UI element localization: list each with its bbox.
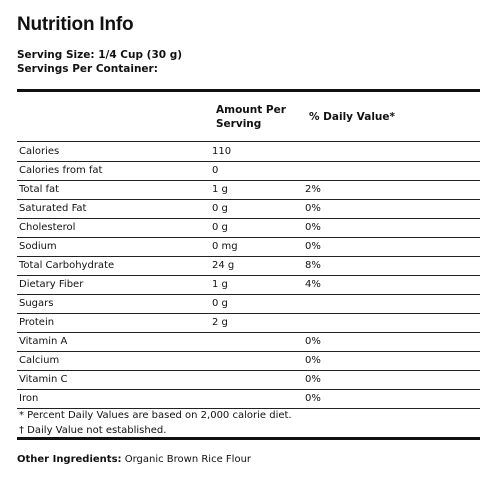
nutrient-name: Calcium — [19, 355, 60, 366]
nutrient-daily-value: 0% — [305, 374, 321, 385]
nutrient-daily-value: 8% — [305, 260, 321, 271]
nutrient-amount: 0 g — [212, 203, 228, 214]
nutrient-name: Saturated Fat — [19, 203, 87, 214]
footnote-daily-values: * Percent Daily Values are based on 2,00… — [19, 410, 292, 421]
nutrient-amount: 1 g — [212, 184, 228, 195]
table-row: Calories from fat 0 — [17, 161, 480, 181]
nutrient-amount: 2 g — [212, 317, 228, 328]
nutrient-amount: 0 g — [212, 298, 228, 309]
nutrient-name: Vitamin A — [19, 336, 68, 347]
nutrient-name: Cholesterol — [19, 222, 76, 233]
table-row: Vitamin A 0% — [17, 332, 480, 352]
table-row: Cholesterol 0 g 0% — [17, 218, 480, 238]
nutrient-name: Sodium — [19, 241, 57, 252]
nutrient-name: Iron — [19, 393, 39, 404]
nutrient-name: Dietary Fiber — [19, 279, 84, 290]
nutrient-amount: 0 mg — [212, 241, 238, 252]
nutrient-amount: 24 g — [212, 260, 235, 271]
other-ingredients-value: Organic Brown Rice Flour — [124, 454, 252, 465]
nutrient-daily-value: 0% — [305, 241, 321, 252]
amount-header-line2: Serving — [216, 118, 262, 130]
table-row: Total fat 1 g 2% — [17, 180, 480, 200]
nutrient-name: Total Carbohydrate — [19, 260, 115, 271]
nutrient-name: Sugars — [19, 298, 54, 309]
top-divider — [17, 89, 480, 92]
serving-size: Serving Size: 1/4 Cup (30 g) — [17, 49, 183, 61]
footnotes: * Percent Daily Values are based on 2,00… — [19, 408, 292, 438]
nutrient-daily-value: 0% — [305, 222, 321, 233]
table-row: Saturated Fat 0 g 0% — [17, 199, 480, 219]
nutrient-name: Protein — [19, 317, 55, 328]
amount-header-line1: Amount Per — [216, 104, 286, 116]
nutrient-daily-value: 2% — [305, 184, 321, 195]
nutrient-daily-value: 0% — [305, 355, 321, 366]
nutrient-name: Total fat — [19, 184, 60, 195]
table-row: Calcium 0% — [17, 351, 480, 371]
footnote-not-established: † Daily Value not established. — [19, 425, 167, 436]
table-row: Sugars 0 g — [17, 294, 480, 314]
nutrient-daily-value: 0% — [305, 393, 321, 404]
nutrient-daily-value: 4% — [305, 279, 321, 290]
nutrient-name: Calories — [19, 146, 60, 157]
nutrient-amount: 0 g — [212, 222, 228, 233]
table-row: Calories 110 — [17, 142, 480, 162]
table-row: Total Carbohydrate 24 g 8% — [17, 256, 480, 276]
page-title: Nutrition Info — [17, 14, 134, 35]
table-row: Protein 2 g — [17, 313, 480, 333]
nutrient-amount: 1 g — [212, 279, 228, 290]
nutrient-name: Vitamin C — [19, 374, 68, 385]
other-ingredients-label: Other Ingredients: — [17, 454, 122, 465]
amount-per-serving-header: Amount Per Serving — [216, 103, 286, 131]
other-ingredients: Other Ingredients: Organic Brown Rice Fl… — [17, 454, 251, 465]
nutrient-amount: 0 — [212, 165, 219, 176]
table-row: Sodium 0 mg 0% — [17, 237, 480, 257]
servings-per-container: Servings Per Container: — [17, 63, 158, 75]
serving-info: Serving Size: 1/4 Cup (30 g) Servings Pe… — [17, 48, 182, 76]
nutrient-daily-value: 0% — [305, 203, 321, 214]
table-row: Dietary Fiber 1 g 4% — [17, 275, 480, 295]
table-row: Iron 0% — [17, 389, 480, 409]
nutrient-name: Calories from fat — [19, 165, 103, 176]
table-top-line — [17, 141, 480, 142]
bottom-divider — [17, 437, 480, 440]
table-row: Vitamin C 0% — [17, 370, 480, 390]
daily-value-header: % Daily Value* — [309, 111, 395, 123]
nutrient-daily-value: 0% — [305, 336, 321, 347]
nutrient-amount: 110 — [212, 146, 232, 157]
